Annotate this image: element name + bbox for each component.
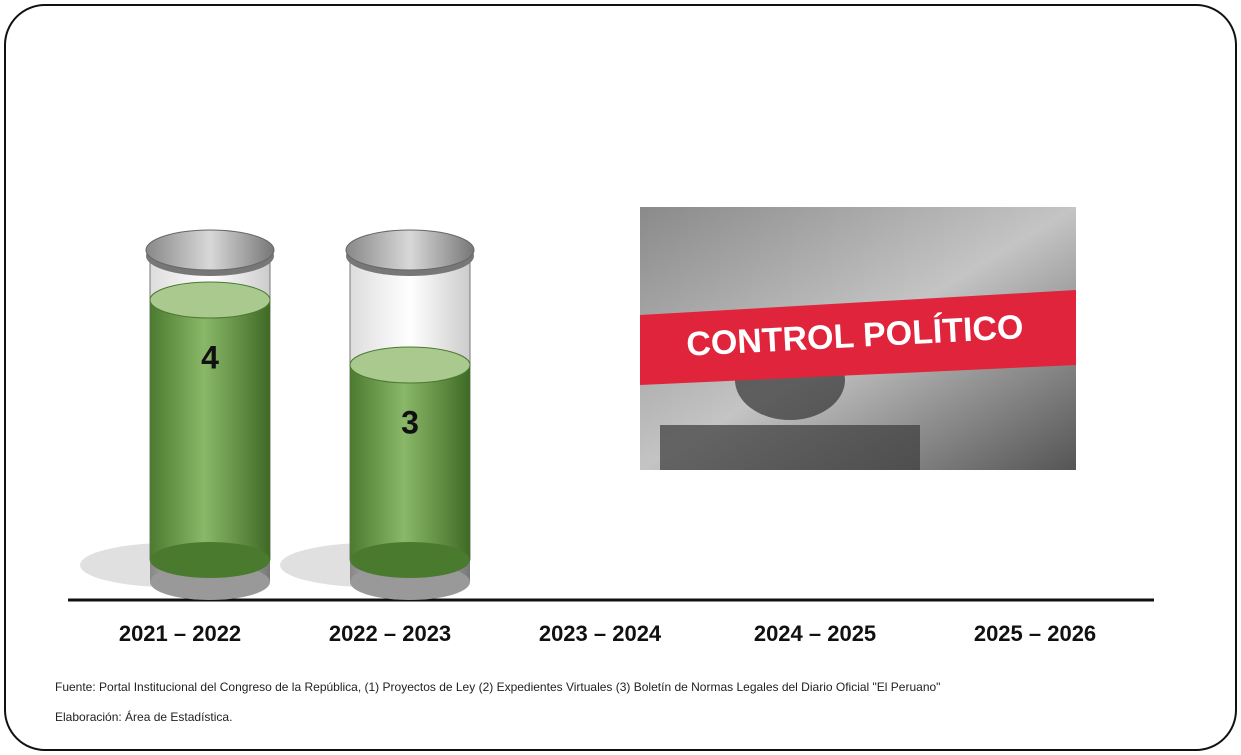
gavel-base bbox=[660, 425, 920, 470]
fill-top bbox=[349, 346, 471, 384]
x-tick-label: 2025 – 2026 bbox=[974, 621, 1096, 646]
lid bbox=[345, 229, 475, 271]
source-note: Fuente: Portal Institucional del Congres… bbox=[55, 680, 940, 694]
cylinder-fill bbox=[350, 365, 470, 560]
x-tick-label: 2022 – 2023 bbox=[329, 621, 451, 646]
lid bbox=[145, 229, 275, 271]
red-band bbox=[640, 290, 1076, 385]
value-label: 3 bbox=[401, 404, 419, 440]
value-label: 4 bbox=[201, 339, 219, 375]
x-tick-label: 2021 – 2022 bbox=[119, 621, 241, 646]
fill-top bbox=[149, 281, 271, 319]
cylinder-fill bbox=[150, 300, 270, 560]
frame bbox=[4, 4, 1237, 751]
photo: CONTROL POLÍTICO bbox=[640, 207, 1076, 470]
fill-bottom bbox=[350, 542, 470, 578]
fill-bottom bbox=[150, 542, 270, 578]
credit-note: Elaboración: Área de Estadística. bbox=[55, 709, 232, 724]
x-tick-label: 2023 – 2024 bbox=[539, 621, 662, 646]
x-tick-label: 2024 – 2025 bbox=[754, 621, 876, 646]
